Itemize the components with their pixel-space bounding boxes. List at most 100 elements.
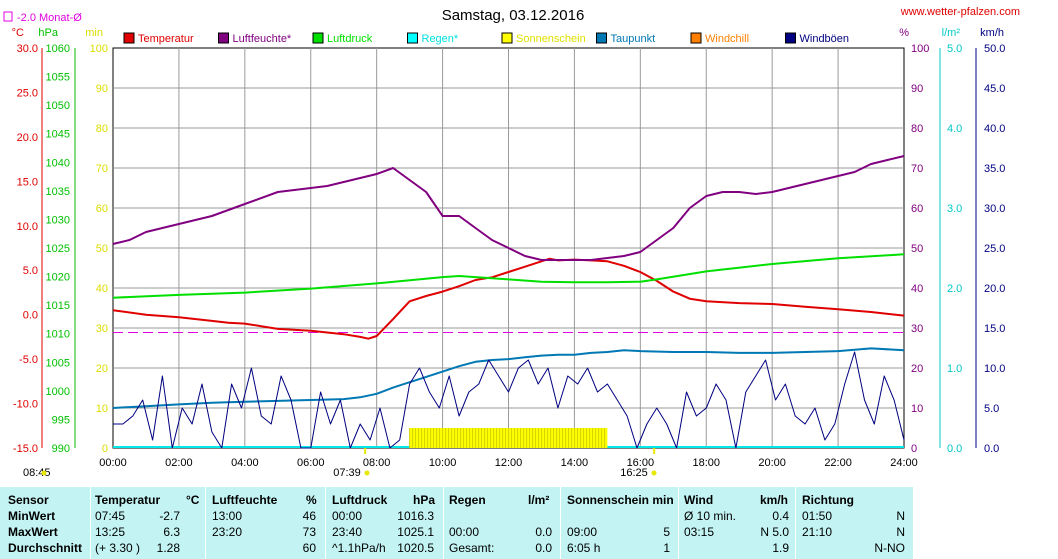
dawn-time: 07:39 — [333, 467, 361, 479]
sunshine-tick-label: 0 — [102, 443, 108, 455]
x-tick-label: 10:00 — [429, 457, 457, 469]
legend-label: Sonnenschein — [516, 33, 586, 45]
table-cell-time: 09:00 — [567, 525, 598, 539]
wind-axis-unit: km/h — [980, 27, 1004, 39]
humidity-tick-label: 100 — [911, 43, 929, 55]
sunshine-tick-label: 100 — [90, 43, 108, 55]
humidity-tick-label: 10 — [911, 403, 923, 415]
pressure-tick-label: 1015 — [46, 300, 70, 312]
header-temperature-unit: °C — [186, 493, 200, 507]
sunshine-tick-label: 70 — [96, 163, 108, 175]
table-cell-value: 0.0 — [535, 541, 552, 555]
temperature-tick-label: 20.0 — [17, 132, 38, 144]
sunrise-icon — [41, 470, 47, 476]
table-cell-time: 01:50 — [802, 509, 833, 523]
temperature-tick-label: 30.0 — [17, 43, 38, 55]
table-cell-value: 1016.3 — [397, 509, 434, 523]
pressure-tick-label: 990 — [52, 443, 70, 455]
sunset-icon — [651, 470, 657, 476]
table-cell-time: 00:00 — [449, 525, 480, 539]
pressure-tick-label: 1025 — [46, 243, 70, 255]
wind-tick-label: 0.0 — [984, 443, 999, 455]
sunrise-time: 08:45 — [23, 467, 51, 479]
website-link[interactable]: www.wetter-pfalzen.com — [900, 6, 1020, 18]
legend-label: Regen* — [422, 33, 459, 45]
legend-swatch — [785, 32, 796, 44]
col-divider — [795, 486, 796, 559]
table-cell-time: 00:00 — [332, 509, 363, 523]
row-label: MaxWert — [8, 525, 58, 539]
x-tick-label: 20:00 — [758, 457, 786, 469]
humidity-tick-label: 20 — [911, 363, 923, 375]
temperature-tick-label: 15.0 — [17, 176, 38, 188]
pressure-tick-label: 1010 — [46, 329, 70, 341]
header-wind-unit: km/h — [760, 493, 789, 507]
sunshine-tick-label: 20 — [96, 363, 108, 375]
humidity-tick-label: 0 — [911, 443, 917, 455]
table-cell-value: N — [896, 525, 905, 539]
wind-tick-label: 45.0 — [984, 83, 1005, 95]
x-tick-label: 16:00 — [627, 457, 655, 469]
pressure-tick-label: 1020 — [46, 272, 70, 284]
table-cell-value: 0.4 — [772, 509, 789, 523]
table-cell-value: 1.28 — [156, 541, 180, 555]
table-cell-time: 6:05 h — [567, 541, 601, 555]
temperature-tick-label: 5.0 — [23, 265, 38, 277]
rain-tick-label: 2.0 — [947, 283, 962, 295]
legend-label: Luftfeuchte* — [233, 33, 292, 45]
header-rain-unit: l/m² — [528, 493, 550, 507]
rain-tick-label: 5.0 — [947, 43, 962, 55]
pressure-tick-label: 1005 — [46, 357, 70, 369]
humidity-tick-label: 40 — [911, 283, 923, 295]
sunshine-tick-label: 60 — [96, 203, 108, 215]
table-cell-value: 6.3 — [163, 525, 180, 539]
legend-label: Temperatur — [138, 33, 194, 45]
legend-swatch — [123, 32, 135, 44]
legend-label: Windchill — [705, 33, 749, 45]
wind-tick-label: 25.0 — [984, 243, 1005, 255]
x-tick-label: 06:00 — [297, 457, 325, 469]
header-pressure: Luftdruck — [332, 493, 388, 507]
legend-swatch — [312, 32, 324, 44]
table-cell-time: 03:15 — [684, 525, 715, 539]
table-cell-time: 07:45 — [95, 509, 126, 523]
legend-swatch — [690, 32, 702, 44]
col-divider — [678, 486, 679, 559]
header-humidity: Luftfeuchte — [212, 493, 278, 507]
table-cell-value: 1020.5 — [397, 541, 434, 555]
pressure-tick-label: 995 — [52, 414, 70, 426]
humidity-tick-label: 80 — [911, 123, 923, 135]
table-cell-value: 1025.1 — [397, 525, 434, 539]
table-top-line — [0, 486, 913, 487]
header-sunshine: Sonnenschein min — [567, 493, 674, 507]
sunshine-tick-label: 40 — [96, 283, 108, 295]
wind-tick-label: 50.0 — [984, 43, 1005, 55]
pressure-tick-label: 1040 — [46, 157, 70, 169]
x-tick-label: 12:00 — [495, 457, 523, 469]
table-cell-value: 73 — [302, 525, 316, 539]
x-tick-label: 08:00 — [363, 457, 391, 469]
legend-label: Windböen — [800, 33, 850, 45]
chart-title: Samstag, 03.12.2016 — [442, 7, 585, 24]
col-divider — [205, 486, 206, 559]
table-cell-time: ^1.1hPa/h — [332, 541, 386, 555]
table-cell-value: -2.7 — [159, 509, 180, 523]
col-divider — [325, 486, 326, 559]
humidity-tick-label: 90 — [911, 83, 923, 95]
table-cell-value: N-NO — [874, 541, 905, 555]
windböen-series — [113, 351, 905, 449]
table-cell-time: 23:40 — [332, 525, 363, 539]
table-cell-value: 0.0 — [535, 525, 552, 539]
x-tick-label: 24:00 — [890, 457, 918, 469]
table-cell-value: N — [896, 509, 905, 523]
humidity-tick-label: 60 — [911, 203, 923, 215]
x-tick-label: 18:00 — [692, 457, 720, 469]
pressure-tick-label: 1000 — [46, 386, 70, 398]
temperature-tick-label: -5.0 — [19, 354, 38, 366]
sunshine-tick-label: 30 — [96, 323, 108, 335]
x-tick-label: 04:00 — [231, 457, 259, 469]
temperature-tick-label: -15.0 — [13, 443, 38, 455]
table-cell-time: 21:10 — [802, 525, 833, 539]
humidity-tick-label: 70 — [911, 163, 923, 175]
x-tick-label: 00:00 — [99, 457, 127, 469]
